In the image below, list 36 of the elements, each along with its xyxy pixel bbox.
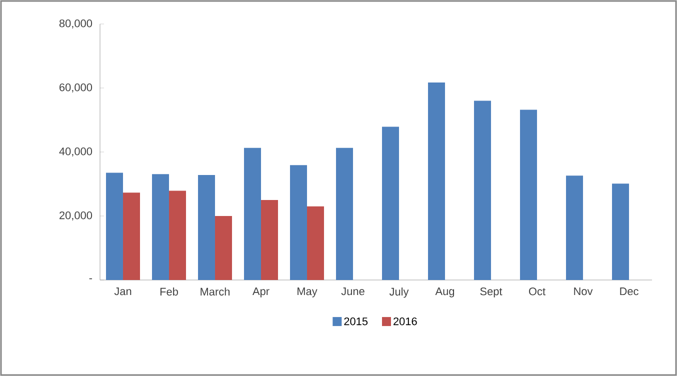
bar [428, 82, 446, 280]
legend-label: 2015 [344, 317, 368, 326]
bar [261, 200, 278, 280]
bar [215, 216, 232, 280]
x-tick-label: July [389, 288, 409, 298]
bar [474, 100, 492, 280]
x-tick-label: March [200, 288, 230, 296]
y-tick-label: 40,000 [59, 147, 92, 157]
x-tick-label: Aug [435, 288, 454, 298]
x-tick-label: Sept [480, 288, 502, 298]
x-tick-label: Dec [620, 288, 638, 296]
bar [336, 148, 354, 280]
x-tick-label: Jan [114, 288, 132, 296]
bar [244, 148, 262, 280]
y-tick-label: 60,000 [60, 83, 92, 93]
bar [290, 165, 308, 280]
legend-label: 2016 [394, 317, 417, 326]
x-tick-label: June [341, 288, 364, 296]
x-tick-label: Oct [529, 288, 546, 296]
bar [612, 184, 630, 280]
bar [169, 190, 186, 280]
y-tick-label: 80,000 [59, 19, 92, 29]
x-tick-label: Apr [252, 288, 270, 298]
bar [382, 126, 400, 280]
y-tick-label: 20,000 [60, 211, 92, 221]
x-tick-label: Feb [160, 288, 178, 296]
bar [123, 192, 140, 280]
bar [152, 174, 170, 280]
bar [566, 176, 584, 280]
x-tick-label: Nov [574, 288, 593, 296]
x-tick-label: May [298, 288, 318, 298]
bar [198, 175, 216, 280]
bar [106, 172, 124, 280]
bar [520, 110, 538, 280]
bar [307, 206, 324, 280]
y-tick-label: - [89, 278, 92, 280]
